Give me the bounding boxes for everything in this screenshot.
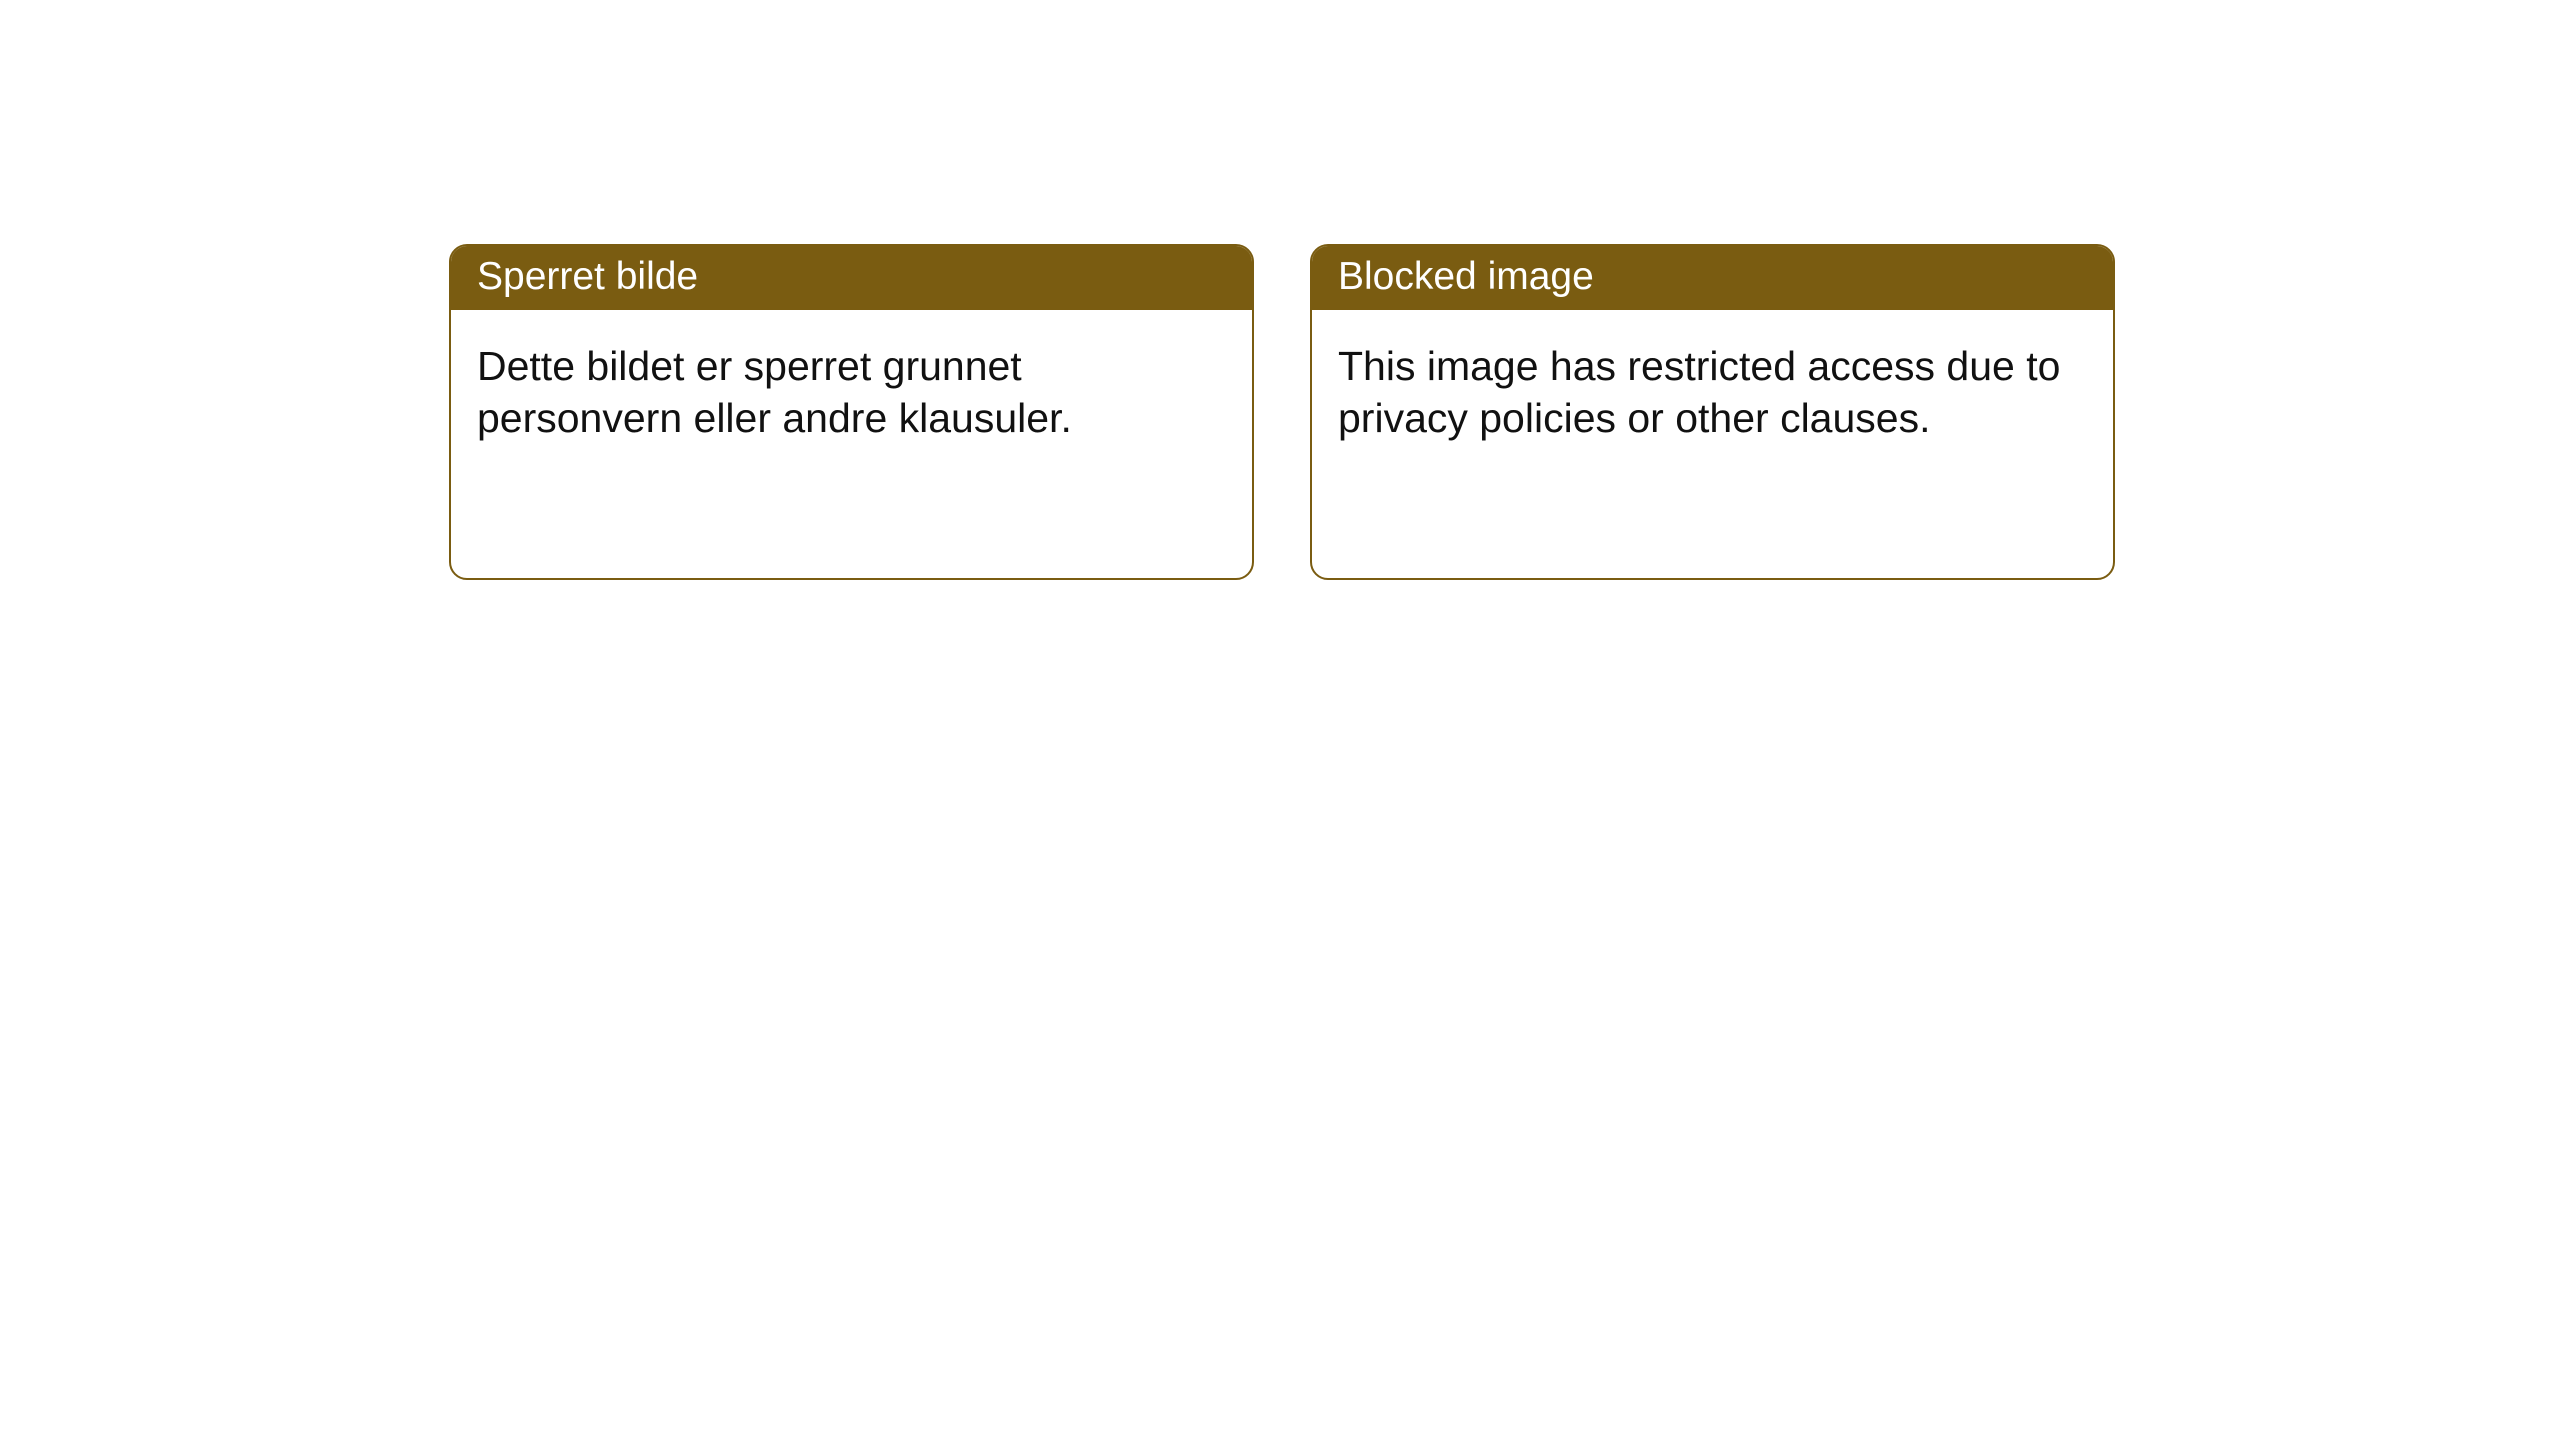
card-text-norwegian: Dette bildet er sperret grunnet personve… (477, 343, 1072, 441)
card-text-english: This image has restricted access due to … (1338, 343, 2060, 441)
card-header-english: Blocked image (1312, 246, 2113, 310)
card-body-norwegian: Dette bildet er sperret grunnet personve… (451, 310, 1252, 475)
notice-cards-row: Sperret bilde Dette bildet er sperret gr… (449, 244, 2115, 580)
notice-card-english: Blocked image This image has restricted … (1310, 244, 2115, 580)
notice-card-norwegian: Sperret bilde Dette bildet er sperret gr… (449, 244, 1254, 580)
card-body-english: This image has restricted access due to … (1312, 310, 2113, 475)
card-header-norwegian: Sperret bilde (451, 246, 1252, 310)
card-title-norwegian: Sperret bilde (477, 255, 698, 298)
card-title-english: Blocked image (1338, 255, 1594, 298)
